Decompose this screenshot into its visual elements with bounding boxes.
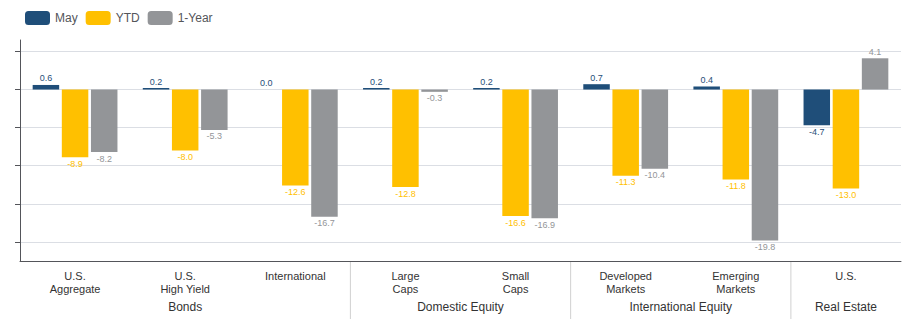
svg-text:Developed: Developed [599, 270, 652, 282]
svg-text:U.S.: U.S. [64, 270, 85, 282]
svg-text:-0.3: -0.3 [427, 93, 443, 103]
svg-text:Domestic Equity: Domestic Equity [417, 300, 504, 314]
svg-text:-10.4: -10.4 [645, 170, 666, 180]
svg-text:Small: Small [502, 270, 530, 282]
svg-text:4.1: 4.1 [869, 47, 882, 57]
svg-text:YTD: YTD [116, 11, 140, 25]
svg-text:May: May [55, 11, 78, 25]
svg-text:-12.6: -12.6 [285, 187, 306, 197]
svg-text:Caps: Caps [393, 283, 419, 295]
svg-text:0.2: 0.2 [370, 77, 383, 87]
svg-text:Markets: Markets [606, 283, 646, 295]
svg-text:High Yield: High Yield [160, 283, 210, 295]
svg-text:-16.6: -16.6 [505, 218, 526, 228]
svg-text:Emerging: Emerging [712, 270, 759, 282]
svg-text:International Equity: International Equity [629, 300, 732, 314]
svg-text:U.S.: U.S. [174, 270, 195, 282]
svg-text:Large: Large [391, 270, 419, 282]
svg-text:0.0: 0.0 [260, 78, 273, 88]
svg-text:-4.7: -4.7 [809, 127, 825, 137]
svg-text:-12.8: -12.8 [395, 189, 416, 199]
svg-text:-5.3: -5.3 [207, 131, 223, 141]
svg-text:-11.8: -11.8 [726, 181, 746, 191]
svg-text:-19.8: -19.8 [755, 242, 776, 252]
svg-text:-8.2: -8.2 [96, 154, 112, 164]
svg-text:-16.9: -16.9 [534, 220, 555, 230]
svg-text:-13.0: -13.0 [836, 190, 857, 200]
svg-text:U.S.: U.S. [835, 270, 856, 282]
svg-text:-8.0: -8.0 [177, 152, 193, 162]
svg-text:Aggregate: Aggregate [50, 283, 101, 295]
svg-text:-11.3: -11.3 [616, 177, 636, 187]
svg-text:-16.7: -16.7 [314, 218, 335, 228]
svg-text:Real Estate: Real Estate [815, 300, 877, 314]
svg-text:Caps: Caps [503, 283, 529, 295]
svg-text:0.2: 0.2 [480, 77, 493, 87]
svg-text:International: International [265, 270, 326, 282]
svg-text:Bonds: Bonds [168, 300, 202, 314]
svg-text:0.4: 0.4 [700, 75, 713, 85]
svg-text:1-Year: 1-Year [178, 11, 213, 25]
svg-text:0.2: 0.2 [150, 77, 163, 87]
svg-text:0.7: 0.7 [590, 73, 603, 83]
svg-text:-8.9: -8.9 [67, 159, 83, 169]
svg-text:Markets: Markets [716, 283, 756, 295]
svg-text:0.6: 0.6 [40, 73, 53, 83]
